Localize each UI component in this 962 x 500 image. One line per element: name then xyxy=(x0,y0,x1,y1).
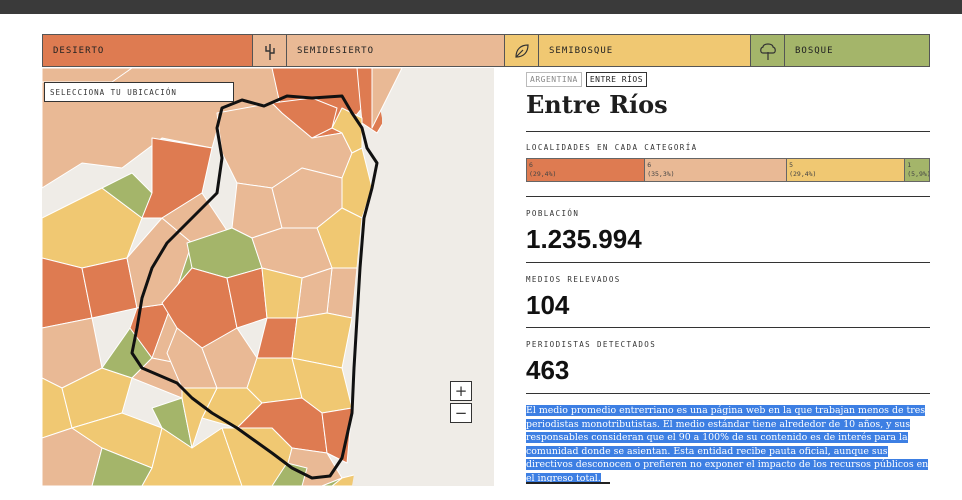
map-graphic[interactable] xyxy=(42,68,494,486)
browser-top-bar xyxy=(0,0,962,14)
category-bar-desierto[interactable]: 6 (29,4%) xyxy=(527,159,646,181)
legend-bosque-label: BOSQUE xyxy=(795,45,834,56)
zoom-in-button[interactable]: + xyxy=(450,381,472,401)
medios-label: MEDIOS RELEVADOS xyxy=(526,275,621,284)
bosque-pct: (5,9%) xyxy=(907,170,929,178)
legend-desierto[interactable]: DESIERTO xyxy=(43,35,253,66)
divider xyxy=(526,327,930,328)
zoom-out-button[interactable]: − xyxy=(450,403,472,423)
localidades-label: LOCALIDADES EN CADA CATEGORÍA xyxy=(526,143,698,152)
desierto-pct: (29,4%) xyxy=(529,170,557,178)
legend-desierto-label: DESIERTO xyxy=(53,45,105,56)
breadcrumb-argentina[interactable]: ARGENTINA xyxy=(526,72,582,87)
divider xyxy=(526,393,930,394)
semibosque-pct: (29,4%) xyxy=(789,170,817,178)
province-title: Entre Ríos xyxy=(526,90,668,119)
category-bar-semibosque[interactable]: 5 (29,4%) xyxy=(787,159,906,181)
periodistas-value: 463 xyxy=(526,355,570,385)
legend-semidesierto-label: SEMIDESIERTO xyxy=(297,45,375,56)
description-selection: El medio promedio entrerriano es una pág… xyxy=(526,405,929,484)
legend-semibosque[interactable]: SEMIBOSQUE xyxy=(505,35,751,66)
semibosque-count: 5 xyxy=(789,161,793,169)
divider xyxy=(526,131,930,132)
periodistas-label: PERIODISTAS DETECTADOS xyxy=(526,340,657,349)
description-text: El medio promedio entrerriano es una pág… xyxy=(526,404,932,485)
footer-rule xyxy=(526,482,610,484)
semidesierto-pct: (35,3%) xyxy=(647,170,675,178)
legend-bosque[interactable]: BOSQUE xyxy=(751,35,929,66)
desierto-count: 6 xyxy=(529,161,533,169)
divider xyxy=(526,262,930,263)
province-border xyxy=(130,94,379,480)
breadcrumb-entre-rios[interactable]: ENTRE RÍOS xyxy=(585,72,648,87)
legend-semibosque-label: SEMIBOSQUE xyxy=(549,45,614,56)
location-search-input[interactable]: SELECCIONA TU UBICACIÓN xyxy=(44,82,234,102)
cactus-icon xyxy=(253,35,287,66)
legend-semidesierto[interactable]: SEMIDESIERTO xyxy=(253,35,505,66)
leaf-icon xyxy=(505,35,539,66)
province-map[interactable]: SELECCIONA TU UBICACIÓN + − xyxy=(42,68,494,486)
poblacion-value: 1.235.994 xyxy=(526,224,642,254)
category-bar: 6 (29,4%) 6 (35,3%) 5 (29,4%) 1 (5,9%) xyxy=(526,158,930,182)
medios-value: 104 xyxy=(526,290,570,320)
bosque-count: 1 xyxy=(907,161,912,169)
semidesierto-count: 6 xyxy=(647,161,652,169)
poblacion-label: POBLACIÓN xyxy=(526,209,580,218)
divider xyxy=(526,196,930,197)
breadcrumb: ARGENTINA ENTRE RÍOS xyxy=(526,72,648,87)
category-bar-bosque[interactable]: 1 (5,9%) xyxy=(905,159,929,181)
category-bar-semidesierto[interactable]: 6 (35,3%) xyxy=(645,159,788,181)
tree-icon xyxy=(751,35,785,66)
category-legend: DESIERTO SEMIDESIERTO SEMIBOSQUE BOSQUE xyxy=(42,34,930,67)
